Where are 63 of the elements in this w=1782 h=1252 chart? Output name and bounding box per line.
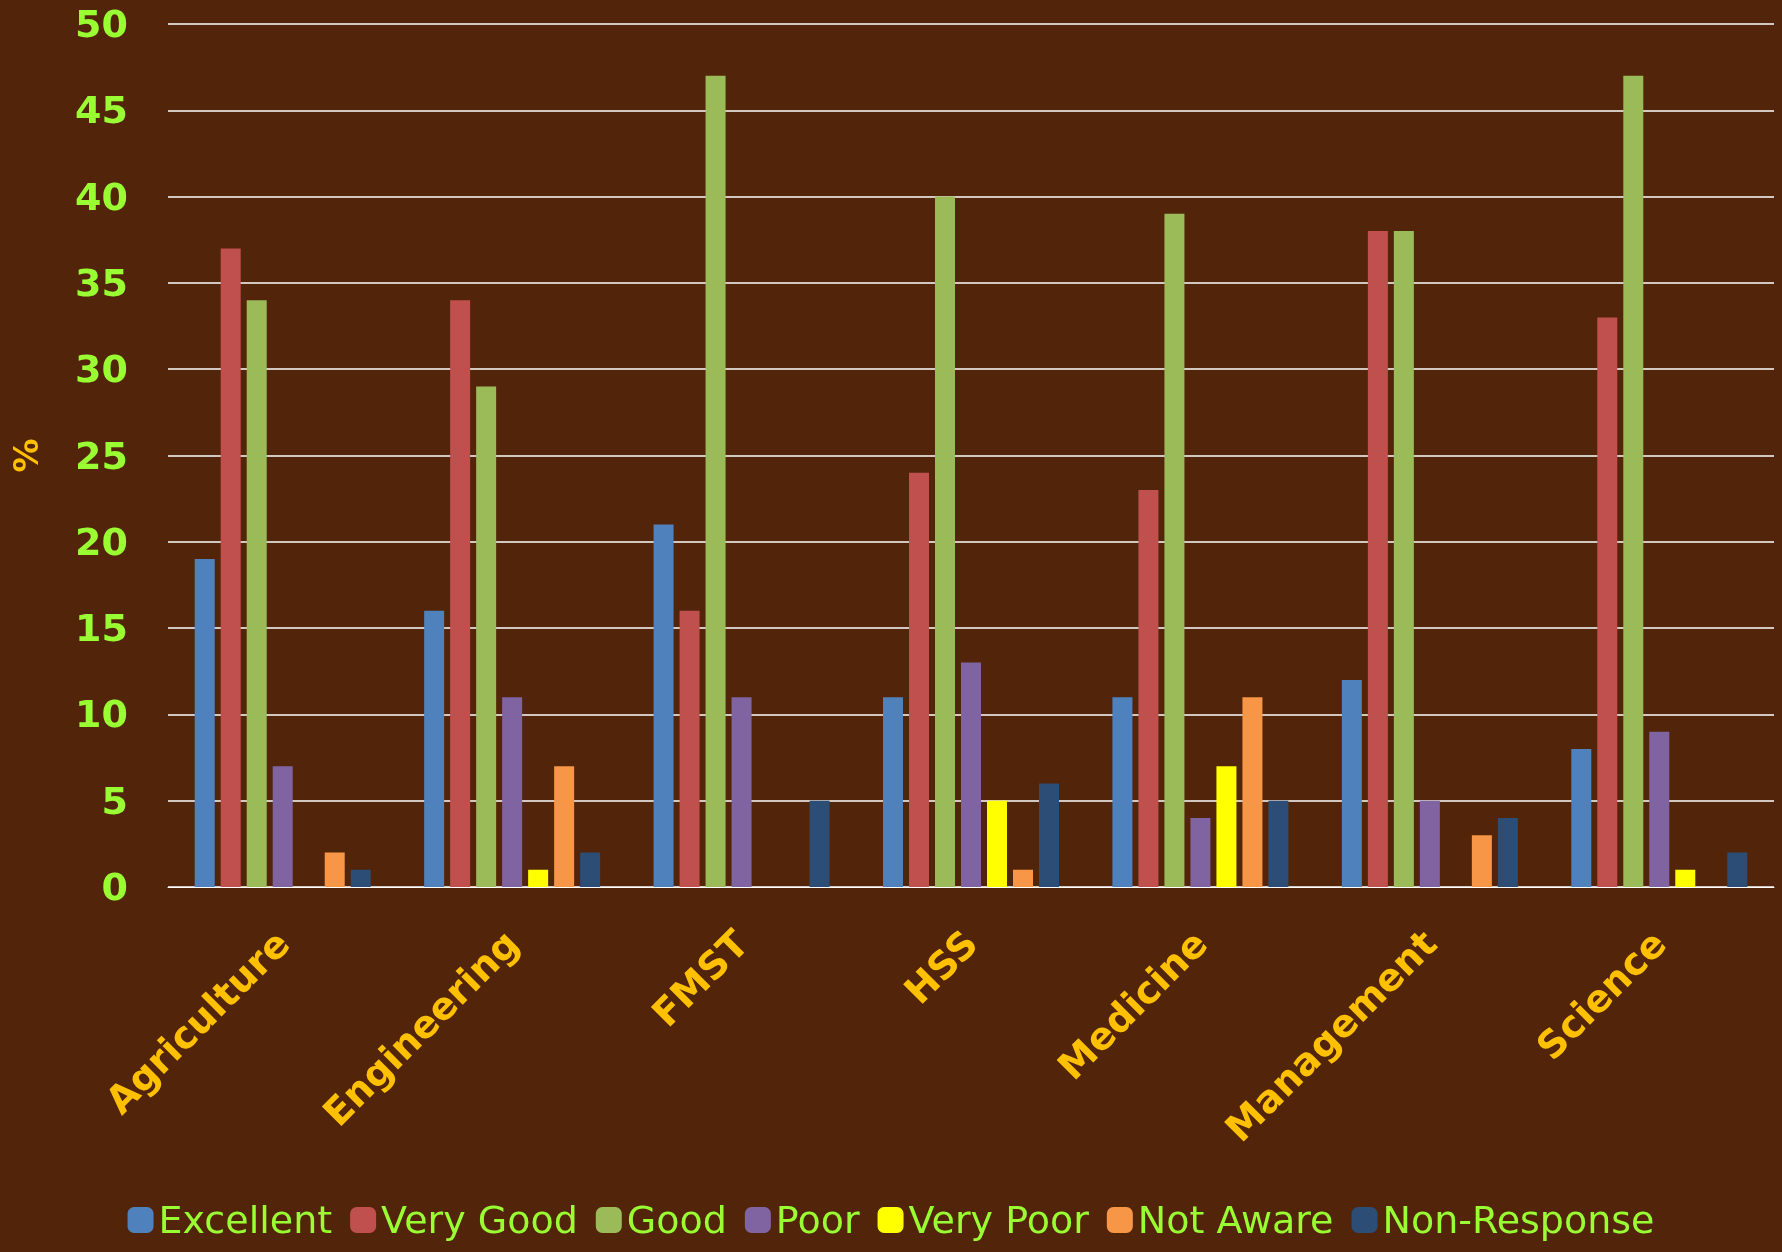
bar [1164, 213, 1185, 887]
bar [1675, 869, 1696, 887]
legend-label: Non-Response [1382, 1198, 1655, 1242]
bar [324, 852, 345, 887]
bar [1597, 317, 1618, 887]
bar [1393, 231, 1414, 887]
bar [809, 800, 830, 887]
bar [1216, 766, 1237, 887]
bar [987, 800, 1007, 887]
bar [450, 300, 471, 887]
bar [1571, 748, 1592, 887]
legend-label: Very Good [381, 1198, 578, 1242]
bar [1039, 783, 1059, 887]
y-tick-label: 20 [75, 519, 128, 564]
bar [1623, 75, 1644, 887]
bar [1112, 697, 1133, 887]
bar [220, 248, 241, 887]
bar [935, 196, 955, 887]
bar [961, 662, 981, 887]
bar [731, 697, 752, 887]
y-tick-label: 35 [75, 260, 128, 305]
y-tick-label: 45 [75, 88, 128, 133]
bar [554, 766, 575, 887]
bar [502, 697, 523, 887]
bar [1471, 835, 1492, 887]
y-tick-label: 0 [101, 865, 128, 909]
bar [1419, 800, 1440, 887]
y-tick-label: 50 [75, 2, 128, 46]
bar [705, 75, 726, 887]
bar [1367, 231, 1388, 887]
bar [1138, 490, 1159, 887]
bar [476, 386, 497, 887]
bar [909, 472, 929, 887]
bar [1268, 800, 1289, 887]
bar [1727, 852, 1748, 887]
bar [1242, 697, 1263, 887]
bar [350, 869, 371, 887]
y-tick-label: 25 [75, 433, 128, 478]
bar [1190, 817, 1211, 887]
y-tick-label: 30 [75, 347, 128, 392]
bar [194, 559, 215, 887]
legend-label: Not Aware [1137, 1198, 1334, 1242]
bar [272, 766, 293, 887]
y-tick-label: 15 [75, 606, 128, 651]
legend-label: Poor [775, 1198, 860, 1242]
y-tick-label: 40 [75, 174, 128, 219]
bar [679, 610, 700, 887]
bar [528, 869, 549, 887]
bar [1497, 817, 1518, 887]
legend-label: Excellent [158, 1198, 333, 1242]
bar [1649, 731, 1670, 887]
bar [424, 610, 445, 887]
bar [246, 300, 267, 887]
legend-label: Very Poor [908, 1198, 1090, 1242]
y-tick-label: 5 [101, 778, 128, 823]
bar [653, 524, 674, 887]
y-tick-label: 10 [75, 692, 128, 737]
bar [883, 697, 903, 887]
legend-label: Good [626, 1198, 727, 1242]
bar [1013, 869, 1033, 887]
bar [580, 852, 601, 887]
bar [1341, 679, 1362, 887]
y-axis-title: % [6, 438, 46, 473]
